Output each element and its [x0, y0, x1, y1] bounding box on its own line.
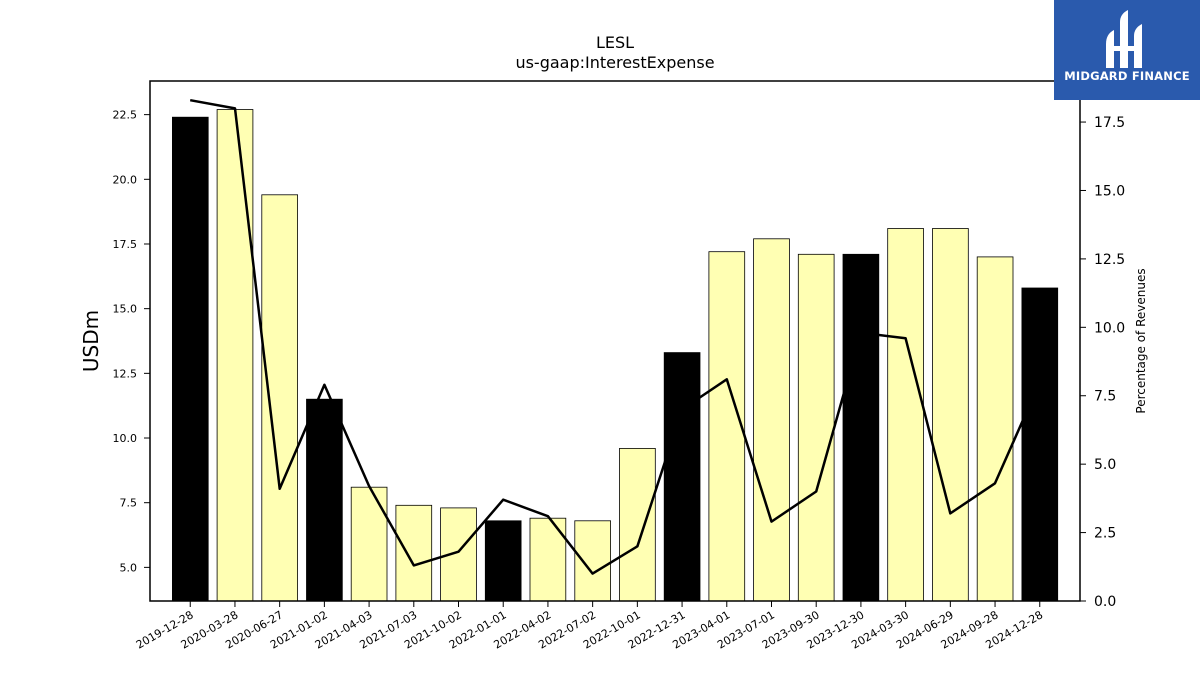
logo-text: MIDGARD FINANCE — [1064, 69, 1190, 83]
bar-group — [171, 109, 1059, 602]
y-tick-label: 5.0 — [120, 561, 138, 574]
bar-2022-12-31 — [663, 352, 701, 602]
y2-tick-label: 12.5 — [1094, 252, 1125, 268]
y2-tick-label: 17.5 — [1094, 115, 1125, 131]
y2-tick-label: 0.0 — [1094, 594, 1116, 610]
plot-frame — [149, 80, 1081, 602]
bar-2023-07-01 — [753, 238, 790, 602]
line-group — [189, 98, 1041, 575]
bar-2021-04-03 — [350, 486, 388, 602]
y-tick-label: 15.0 — [113, 303, 138, 316]
bar-2023-09-30 — [797, 253, 835, 602]
y-tick-label: 20.0 — [113, 173, 138, 186]
bar-2024-12-28 — [1021, 287, 1059, 602]
left-axis: 5.0 7.5 10.0 12.5 15.0 17.5 20.0 22.5 — [113, 109, 150, 574]
logo-mark-icon — [1106, 10, 1142, 68]
bar-2022-07-02 — [574, 520, 611, 602]
chart-title: LESL — [596, 33, 634, 52]
brand-logo: MIDGARD FINANCE — [1054, 0, 1200, 100]
y2-tick-label: 15.0 — [1094, 183, 1125, 199]
y2-tick-label: 10.0 — [1094, 320, 1125, 336]
bar-2020-06-27 — [261, 194, 298, 602]
chart-subtitle: us-gaap:InterestExpense — [515, 53, 714, 72]
bar-2023-04-01 — [708, 251, 746, 602]
bar-2019-12-28 — [171, 116, 209, 602]
y2-tick-label: 7.5 — [1094, 389, 1116, 405]
bar-2021-01-02 — [306, 398, 343, 602]
bar-2022-10-01 — [619, 447, 656, 602]
y-tick-label: 22.5 — [113, 109, 138, 122]
y-tick-label: 17.5 — [113, 238, 138, 251]
y-tick-label: 7.5 — [120, 497, 138, 510]
y2-axis-label: Percentage of Revenues — [1134, 268, 1148, 413]
bar-2021-07-03 — [395, 504, 433, 602]
bar-2024-03-30 — [887, 228, 924, 602]
bar-2022-01-01 — [484, 520, 522, 602]
x-axis: 2019-12-282020-03-282020-06-272021-01-02… — [134, 601, 1045, 652]
y-axis-label: USDm — [79, 310, 103, 372]
bar-2024-06-29 — [932, 228, 969, 602]
y2-tick-label: 2.5 — [1094, 526, 1116, 542]
y2-tick-label: 5.0 — [1094, 457, 1116, 473]
series-line — [189, 98, 1041, 575]
bar-2020-03-28 — [216, 109, 254, 602]
y-tick-label: 10.0 — [113, 432, 138, 445]
bar-2024-09-28 — [976, 256, 1014, 602]
y-tick-label: 12.5 — [113, 367, 138, 380]
right-axis: 0.0 2.5 5.0 7.5 10.0 12.5 15.0 17.5 — [1080, 115, 1125, 610]
bar-2023-12-30 — [842, 253, 880, 602]
